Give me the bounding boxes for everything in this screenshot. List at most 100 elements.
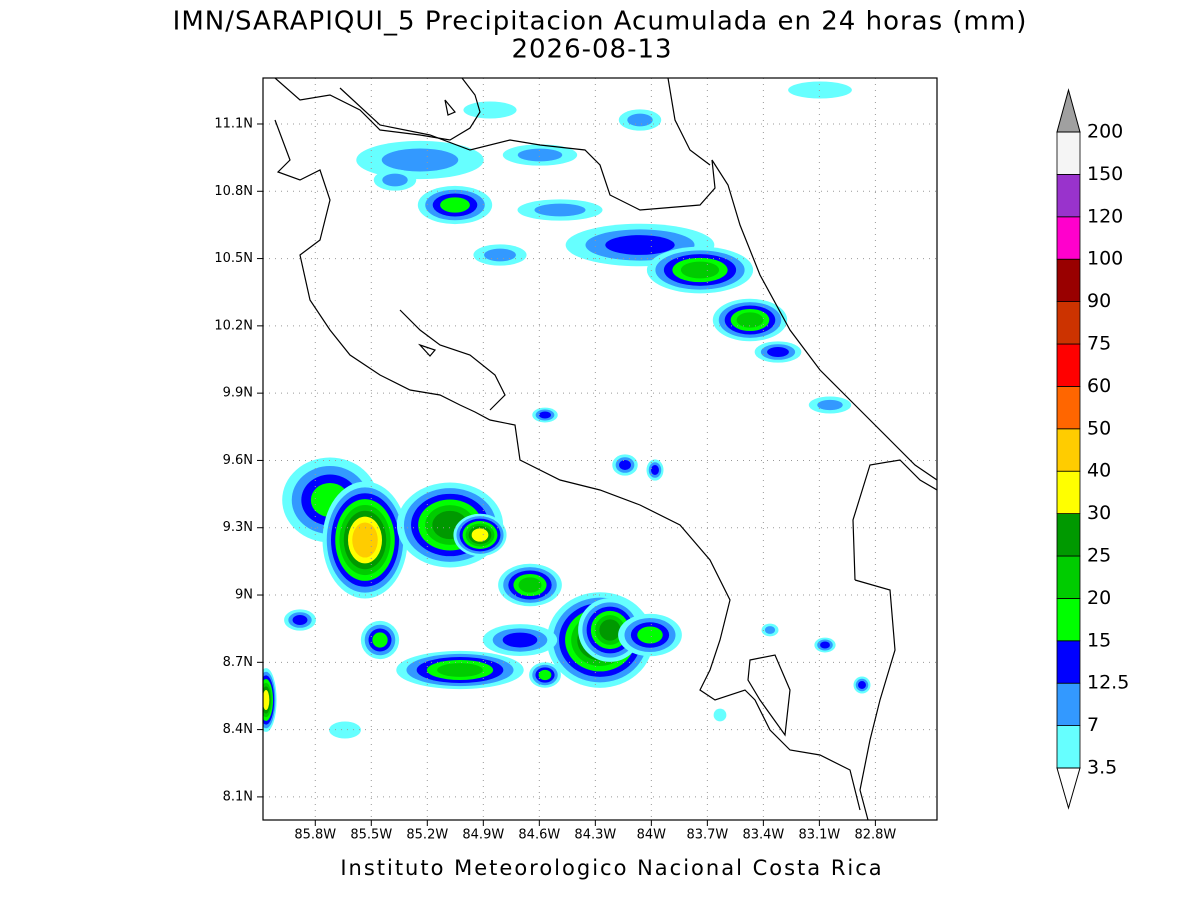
colorbar-label: 25 [1087, 545, 1111, 567]
colorbar-label: 20 [1087, 587, 1111, 609]
coastlines [274, 78, 937, 820]
rain-contour [263, 689, 270, 711]
colorbar-extension [1056, 88, 1081, 133]
colorbar-segment [1056, 343, 1081, 387]
colorbar-label: 7 [1087, 714, 1099, 736]
colorbar-label: 200 [1087, 121, 1123, 143]
colorbar-segment [1056, 428, 1081, 472]
rain-contour [292, 615, 308, 625]
colorbar-segment [1056, 470, 1081, 515]
colorbar-segment [1056, 640, 1081, 684]
x-tick-label: 83.1W [798, 828, 840, 843]
rain-contour [788, 81, 852, 99]
y-tick-label: 8.1N [223, 789, 253, 804]
x-tick-label: 82.8W [854, 828, 896, 843]
x-tick-label: 84.9W [462, 828, 504, 843]
x-tick-label: 83.7W [686, 828, 728, 843]
border [854, 579, 896, 820]
colorbar-segment [1056, 513, 1081, 557]
coastline [667, 78, 711, 166]
y-tick-label: 10.2N [214, 318, 253, 333]
rain-contour [619, 460, 631, 470]
x-tick-label: 84.6W [518, 828, 560, 843]
colorbar-label: 40 [1087, 460, 1111, 482]
rain-contour [471, 528, 489, 542]
colorbar-label: 12.5 [1087, 672, 1129, 694]
rain-contour [767, 347, 789, 357]
colorbar-label: 75 [1087, 333, 1111, 355]
rain-contour [605, 235, 675, 255]
grid: 8.1N 8.4N 8.7N 9N 9.3N 9.6N 9.9N 10.2N 10.5N 10.8… [214, 78, 937, 843]
rain-contour [858, 681, 866, 689]
rain-contour [539, 411, 551, 419]
colorbar-segment [1056, 216, 1081, 260]
map-frame [262, 77, 938, 821]
rain-contour [713, 708, 727, 722]
y-tick-label: 10.8N [214, 184, 253, 199]
rain-contour [372, 632, 388, 648]
x-tick-label: 83.4W [742, 828, 784, 843]
colorbar-label: 30 [1087, 502, 1111, 524]
y-tick-label: 9N [235, 588, 253, 603]
colorbar-segment [1056, 725, 1081, 769]
rain-contour [820, 641, 830, 649]
x-tick-label: 84W [637, 828, 667, 843]
colorbar-segment [1056, 385, 1081, 430]
rain-contour [599, 619, 621, 641]
rain-contour [440, 197, 470, 213]
rain-contour [381, 148, 459, 172]
rain-contour [538, 669, 552, 681]
y-tick-label: 11.1N [214, 116, 253, 131]
colorbar: 3.5 7 12.5 15 20 25 30 40 50 60 75 90 100 120 150 200 [1056, 88, 1129, 810]
rain-contour [518, 577, 542, 593]
colorbar-segment [1056, 682, 1081, 727]
colorbar-segment [1056, 258, 1081, 303]
colorbar-extension [1056, 767, 1081, 810]
y-tick-label: 8.7N [223, 655, 253, 670]
island [444, 99, 456, 116]
colorbar-label: 90 [1087, 290, 1111, 312]
rain-contour [352, 522, 378, 558]
title: IMN/SARAPIQUI_5 Precipitacion Acumulada … [173, 7, 1028, 37]
colorbar-label: 50 [1087, 417, 1111, 439]
x-tick-label: 85.5W [350, 828, 392, 843]
colorbar-label: 15 [1087, 629, 1111, 651]
rain-contour [637, 626, 663, 644]
rain-contour [680, 261, 720, 279]
rain-contour [463, 101, 517, 119]
colorbar-segment [1056, 131, 1081, 175]
rain-contour [651, 465, 659, 475]
subtitle: 2026-08-13 [511, 35, 672, 65]
coastline [274, 78, 481, 141]
border [339, 87, 937, 481]
footer: Instituto Meteorologico Nacional Costa R… [340, 856, 883, 880]
rain-contour [764, 626, 776, 634]
colorbar-segment [1056, 301, 1081, 345]
y-tick-label: 10.5N [214, 251, 253, 266]
x-tick-label: 84.3W [574, 828, 616, 843]
colorbar-label: 3.5 [1087, 757, 1117, 779]
colorbar-label: 60 [1087, 375, 1111, 397]
rain-contour [329, 721, 361, 739]
rain-contour [627, 113, 653, 127]
island [418, 343, 437, 357]
x-tick-label: 85.8W [294, 828, 336, 843]
colorbar-segment [1056, 598, 1081, 642]
y-tick-label: 8.4N [223, 722, 253, 737]
y-tick-label: 9.6N [223, 453, 253, 468]
colorbar-segment [1056, 555, 1081, 599]
precipitation-field [263, 81, 871, 739]
colorbar-label: 150 [1087, 163, 1123, 185]
rain-contour [817, 399, 843, 411]
x-tick-label: 85.2W [406, 828, 448, 843]
peninsula [747, 654, 791, 737]
rain-contour [382, 173, 408, 187]
colorbar-label: 120 [1087, 205, 1123, 227]
rain-contour [534, 203, 586, 217]
rain-contour [484, 248, 516, 262]
colorbar-segment [1056, 173, 1081, 218]
rain-contour [736, 312, 764, 328]
colorbar-label: 100 [1087, 248, 1123, 270]
gulf-coast [399, 309, 506, 411]
